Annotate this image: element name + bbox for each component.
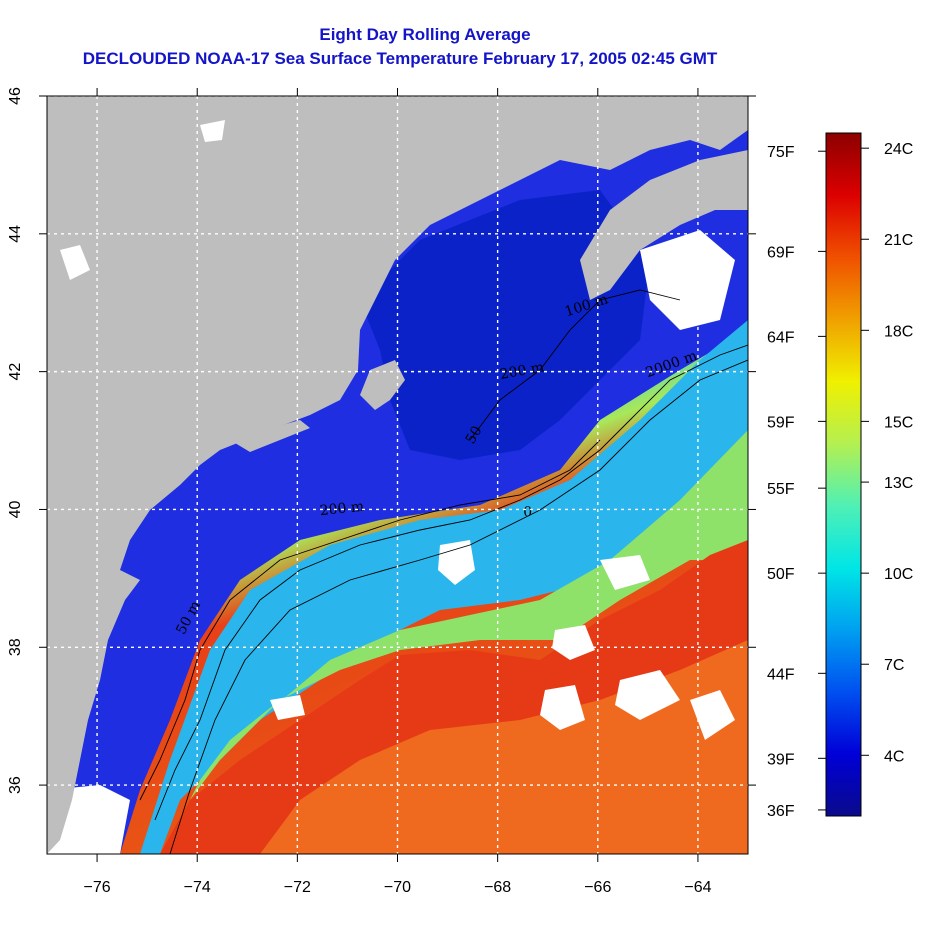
cloud-patch: [615, 670, 680, 720]
fahrenheit-label: 75F: [767, 144, 795, 161]
nova-scotia: [580, 150, 748, 300]
lat-tick-label: 36: [7, 776, 24, 794]
celsius-label: 24C: [884, 141, 913, 158]
title-line-2: DECLOUDED NOAA-17 Sea Surface Temperatur…: [82, 49, 718, 68]
fahrenheit-label: 44F: [767, 666, 795, 683]
celsius-label: 15C: [884, 414, 913, 431]
gulf-of-maine-deep-blue: [360, 190, 650, 460]
axis-ticks: [39, 88, 756, 862]
cloud-patch: [552, 625, 595, 660]
contour-50m: [139, 439, 601, 801]
celsius-label: 21C: [884, 232, 913, 249]
lon-tick-label: −70: [384, 879, 411, 896]
cloud-patch: [60, 245, 90, 280]
fahrenheit-label: 36F: [767, 803, 795, 820]
lon-tick-label: −72: [284, 879, 311, 896]
lat-tick-label: 42: [7, 363, 24, 381]
celsius-labels: 24C 21C 18C 15C 13C 10C 7C 4C: [884, 141, 913, 765]
celsius-label: 4C: [884, 748, 904, 765]
colorbar: [825, 132, 862, 817]
lon-tick-label: −74: [184, 879, 211, 896]
title-line-1: Eight Day Rolling Average: [319, 25, 531, 44]
colorbar-ticks: [818, 147, 869, 811]
lat-tick-label: 40: [7, 500, 24, 518]
cloud-patch: [200, 120, 225, 142]
lon-tick-label: −76: [84, 879, 111, 896]
lat-tick-label: 44: [7, 225, 24, 243]
fahrenheit-label: 69F: [767, 244, 795, 261]
contour-label: 0: [523, 504, 532, 520]
cloud-patch: [640, 230, 735, 330]
fahrenheit-label: 39F: [767, 751, 795, 768]
fahrenheit-label: 64F: [767, 329, 795, 346]
contour-100m: [469, 289, 681, 441]
lat-tick-label: 38: [7, 638, 24, 656]
cloud-patch: [600, 555, 650, 590]
lon-tick-label: −64: [684, 879, 711, 896]
land-mass: [47, 96, 748, 854]
cloud-patch: [540, 685, 585, 730]
cape-cod: [360, 360, 405, 410]
contour-200m: [154, 344, 748, 821]
bathymetry-contours: [139, 289, 748, 854]
lon-tick-label: −68: [484, 879, 511, 896]
latitude-labels: 36 38 40 42 44 46: [7, 87, 24, 794]
lat-tick-label: 46: [7, 87, 24, 105]
fahrenheit-label: 59F: [767, 414, 795, 431]
fahrenheit-label: 50F: [767, 566, 795, 583]
celsius-label: 18C: [884, 323, 913, 340]
celsius-label: 10C: [884, 566, 913, 583]
long-island: [230, 420, 310, 452]
contour-label: 50: [463, 423, 486, 446]
celsius-label: 13C: [884, 475, 913, 492]
contour-label: 200 m: [499, 359, 546, 382]
fahrenheit-labels: 75F 69F 64F 59F 55F 50F 44F 39F 36F: [767, 144, 795, 820]
contour-2000m: [169, 359, 748, 854]
slope-water-cyan: [140, 320, 748, 854]
lon-tick-label: −66: [584, 879, 611, 896]
cloud-patch: [690, 690, 735, 740]
cloud-patch: [270, 695, 305, 720]
cloud-patch: [438, 540, 475, 585]
longitude-labels: −76 −74 −72 −70 −68 −66 −64: [84, 879, 712, 896]
gridlines: [47, 96, 748, 854]
fahrenheit-label: 55F: [767, 481, 795, 498]
celsius-label: 7C: [884, 657, 904, 674]
